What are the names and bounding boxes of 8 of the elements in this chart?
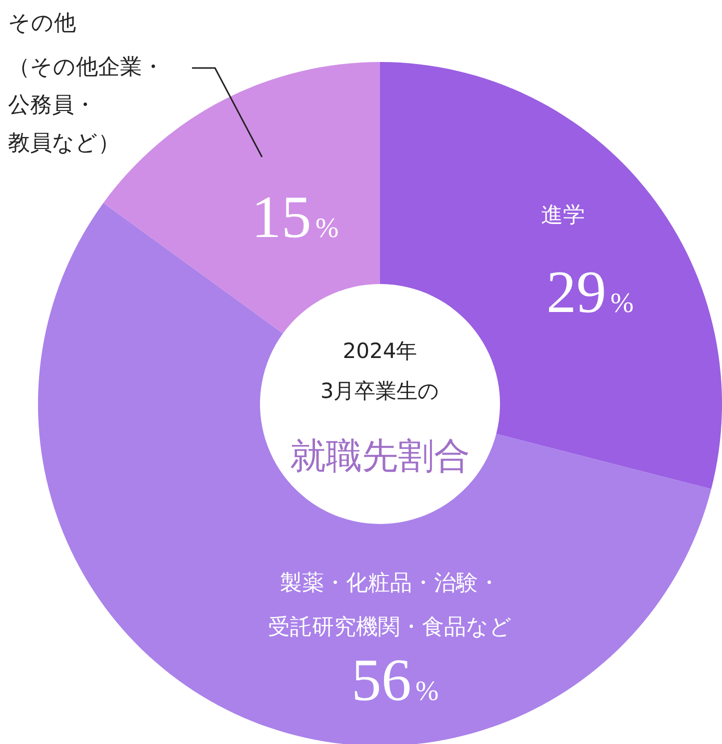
slice-label: 進学 xyxy=(541,203,585,228)
data-label: 15% xyxy=(251,184,339,250)
slice-label: 製薬・化粧品・治験・受託研究機関・食品など xyxy=(268,571,512,640)
data-label: 29% xyxy=(546,259,634,325)
text: 就職先割合 xyxy=(290,436,470,476)
slice-label: その他（その他企業・公務員・教員など） xyxy=(8,11,164,156)
text: 2024年3月卒業生の xyxy=(320,339,440,403)
data-label: 56% xyxy=(351,647,439,713)
